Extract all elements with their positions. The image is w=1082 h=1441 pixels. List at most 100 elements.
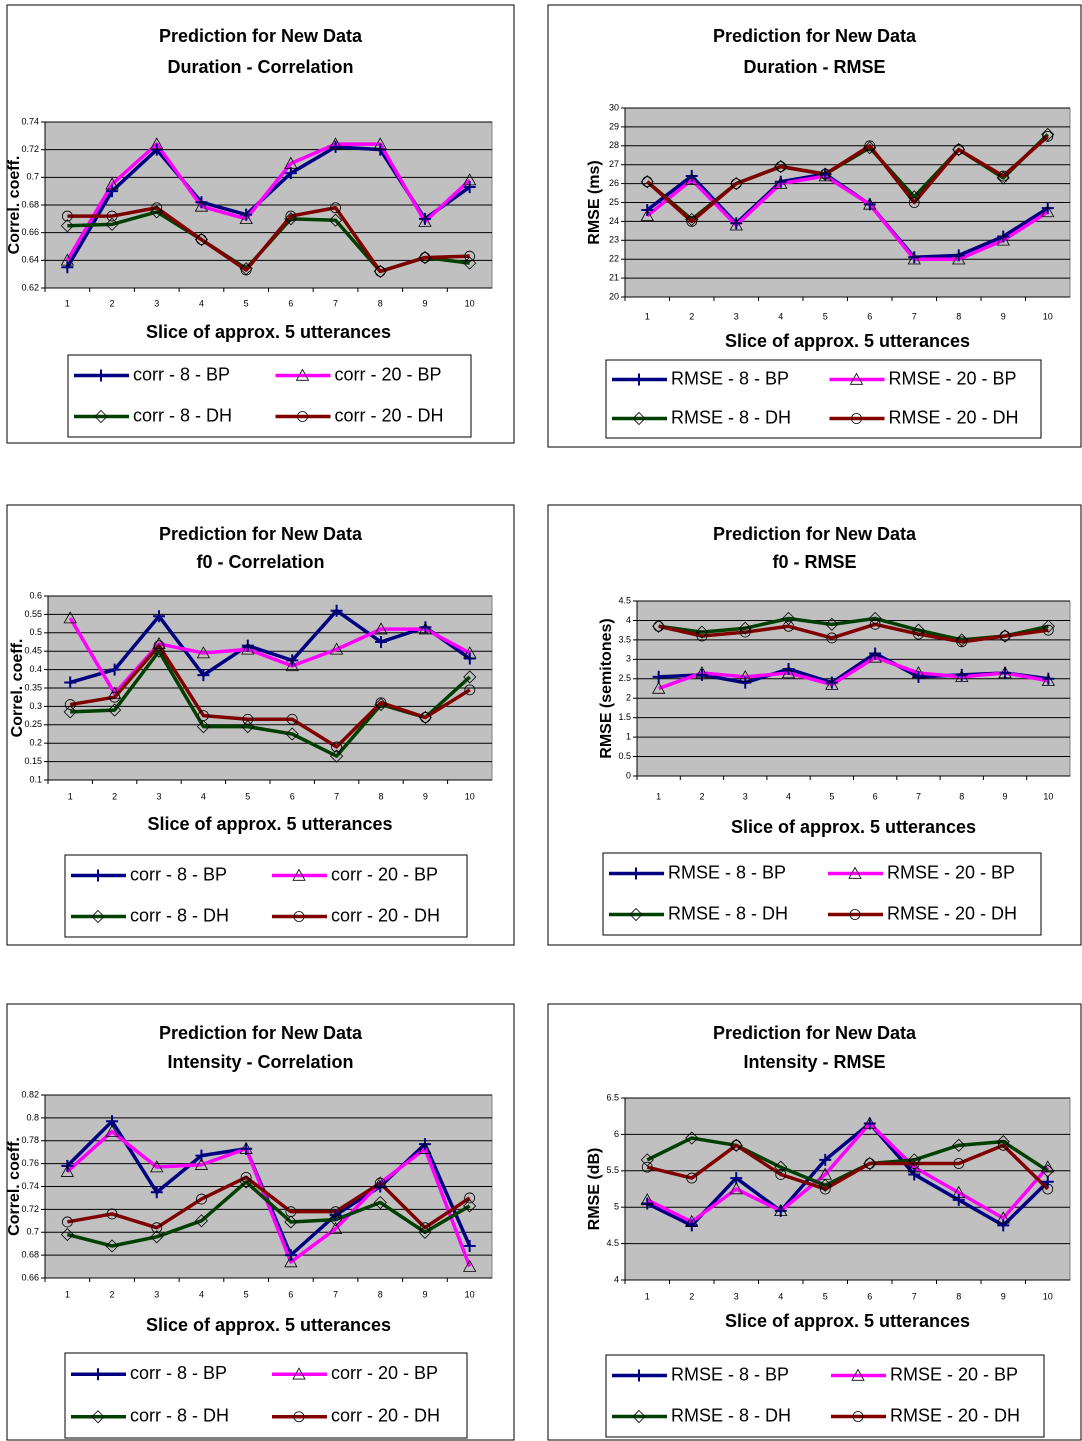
- data-point: [825, 617, 839, 631]
- x-tick-label: 5: [245, 791, 250, 801]
- data-point: [64, 676, 77, 689]
- legend-marker: [633, 1369, 645, 1382]
- x-tick-label: 8: [378, 791, 383, 801]
- data-point: [997, 1139, 1009, 1151]
- legend-frame: [605, 359, 1042, 439]
- y-tick-label: 0.7: [26, 172, 39, 182]
- data-point: [462, 1259, 477, 1272]
- y-tick-label: 0.5: [29, 627, 42, 637]
- data-point: [239, 1141, 253, 1154]
- y-tick-label: 0.3: [29, 701, 42, 711]
- data-point: [729, 218, 743, 231]
- x-tick-label: 2: [699, 791, 704, 801]
- data-point: [953, 144, 965, 155]
- legend-label: corr - 8 - BP: [130, 1363, 227, 1383]
- data-point: [330, 1206, 341, 1218]
- legend-label: RMSE - 8 - DH: [671, 1405, 791, 1425]
- legend-label: RMSE - 8 - BP: [671, 1364, 789, 1384]
- data-point: [328, 1213, 343, 1227]
- y-tick-label: 22: [609, 254, 619, 264]
- y-tick-label: 0.35: [24, 682, 42, 692]
- data-point: [775, 161, 787, 172]
- x-tick-label: 1: [65, 298, 70, 308]
- x-tick-label: 6: [290, 791, 295, 801]
- data-point: [913, 628, 924, 640]
- y-tick-label: 2.5: [618, 673, 631, 683]
- legend-label: corr - 20 - BP: [331, 1363, 438, 1383]
- y-tick-label: 4: [614, 1274, 619, 1284]
- data-point: [819, 1183, 831, 1195]
- chart-title: Prediction for New Data: [159, 26, 363, 46]
- x-tick-label: 2: [689, 1291, 694, 1301]
- data-point: [463, 256, 477, 270]
- data-point: [952, 1185, 966, 1198]
- data-point: [374, 265, 386, 277]
- x-tick-label: 1: [645, 1291, 650, 1301]
- series-line: [65, 142, 471, 262]
- x-tick-label: 4: [786, 791, 791, 801]
- data-point: [863, 141, 877, 155]
- y-tick-label: 0.66: [21, 1272, 39, 1282]
- data-point: [998, 629, 1012, 643]
- data-point: [418, 214, 432, 227]
- data-point: [997, 230, 1010, 243]
- data-point: [1041, 202, 1054, 215]
- data-point: [955, 670, 969, 683]
- legend-frame: [602, 852, 1042, 936]
- data-point: [869, 647, 882, 660]
- x-tick-label: 9: [422, 1289, 427, 1299]
- legend-marker: [849, 372, 864, 385]
- data-point: [240, 264, 252, 276]
- data-point: [194, 1214, 209, 1228]
- data-point: [196, 720, 210, 734]
- legend-label: corr - 8 - DH: [133, 405, 232, 425]
- y-axis-label: Correl. coeff.: [6, 1137, 23, 1236]
- data-point: [863, 198, 876, 211]
- data-point: [463, 1239, 476, 1252]
- x-tick-label: 9: [1003, 791, 1008, 801]
- data-point: [195, 196, 208, 209]
- x-tick-label: 5: [244, 298, 249, 308]
- data-point: [150, 1160, 164, 1173]
- data-point: [1041, 205, 1055, 218]
- data-point: [782, 663, 795, 676]
- data-point: [285, 727, 299, 741]
- x-tick-label: 1: [656, 791, 661, 801]
- data-point: [153, 610, 165, 623]
- x-tick-label: 10: [465, 1289, 475, 1299]
- x-tick-label: 3: [156, 791, 161, 801]
- data-point: [729, 1138, 743, 1152]
- x-tick-label: 1: [645, 311, 650, 321]
- data-point: [1042, 1183, 1054, 1195]
- y-tick-label: 0.64: [21, 255, 39, 265]
- data-point: [194, 233, 209, 247]
- data-point: [652, 619, 666, 633]
- y-axis-label: RMSE (dB): [586, 1148, 603, 1231]
- data-point: [953, 1158, 965, 1169]
- data-point: [996, 1211, 1010, 1224]
- data-point: [242, 713, 254, 725]
- legend-marker: [630, 867, 642, 880]
- legend-marker: [293, 1411, 305, 1423]
- x-tick-label: 8: [378, 298, 383, 308]
- data-point: [61, 261, 74, 274]
- data-point: [997, 1219, 1010, 1232]
- x-tick-label: 6: [288, 298, 293, 308]
- series-line: [646, 1121, 1049, 1228]
- legend-marker: [91, 909, 105, 924]
- x-tick-label: 2: [689, 311, 694, 321]
- y-tick-label: 1: [626, 731, 631, 741]
- data-point: [150, 1186, 163, 1199]
- data-point: [241, 720, 255, 734]
- data-point: [464, 250, 476, 262]
- data-point: [826, 632, 838, 644]
- y-tick-label: 29: [609, 121, 619, 131]
- data-point: [738, 621, 752, 635]
- legend-marker: [92, 1368, 104, 1381]
- data-point: [819, 1153, 832, 1166]
- data-point: [999, 666, 1012, 679]
- data-point: [868, 650, 882, 663]
- x-tick-label: 9: [422, 298, 427, 308]
- x-tick-label: 8: [959, 791, 964, 801]
- chart: Prediction for New Data f0 - Correlation 0…: [6, 504, 515, 946]
